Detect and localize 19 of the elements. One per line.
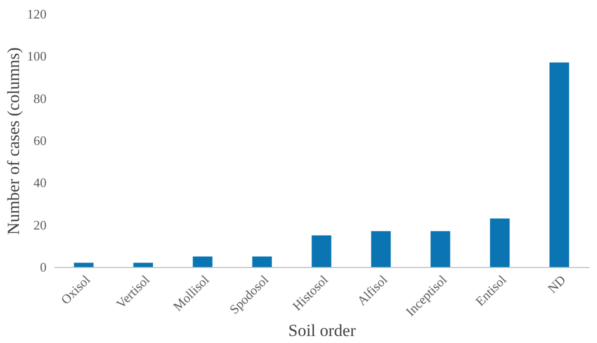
y-tick-label: 60 <box>34 133 46 148</box>
bar <box>371 231 391 267</box>
bar <box>490 218 510 267</box>
y-axis-title: Number of cases (columns) <box>4 47 23 235</box>
y-tick-label: 40 <box>34 175 46 190</box>
y-tick-label: 80 <box>34 90 46 106</box>
bar <box>549 62 570 267</box>
bar <box>192 256 212 267</box>
bar <box>74 262 94 267</box>
bar <box>430 231 450 267</box>
y-tick-label: 120 <box>27 6 46 22</box>
y-tick-label: 20 <box>34 217 46 232</box>
bar <box>252 256 272 267</box>
x-tick-label: ND <box>544 272 568 296</box>
x-axis-title: Soil order <box>288 320 356 340</box>
y-tick-label: 100 <box>27 48 46 64</box>
y-tick-label: 0 <box>40 260 46 274</box>
bar <box>133 262 153 267</box>
bar <box>312 235 332 267</box>
